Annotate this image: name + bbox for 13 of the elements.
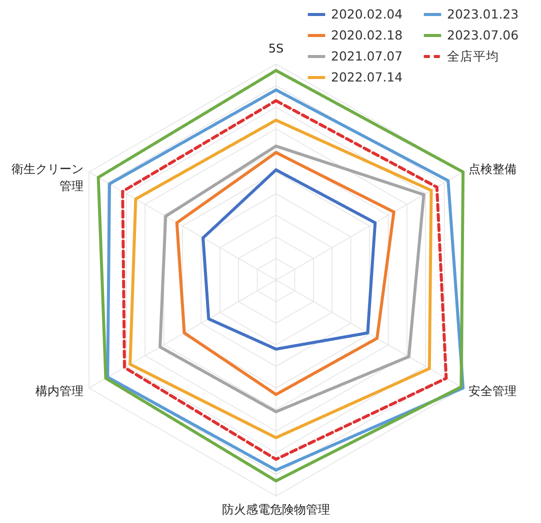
legend-label: 2023.01.23 [447, 6, 519, 22]
legend-label: 2023.07.06 [447, 28, 519, 42]
legend-label: 2020.02.18 [331, 28, 403, 42]
spoke-label: 構内管理 [35, 384, 84, 398]
legend-label: 全店平均 [447, 48, 499, 64]
spoke-label: 点検整備 [468, 162, 517, 176]
spoke-label: 衛生クリーン管理 [11, 162, 84, 193]
spoke-label: 5S [268, 41, 284, 56]
spoke-label: 防火感電危険物管理 [222, 502, 330, 517]
legend-label: 2022.07.14 [331, 70, 403, 84]
legend-label: 2021.07.07 [331, 48, 403, 64]
legend-label: 2020.02.04 [331, 6, 403, 22]
spoke-label: 安全管理 [468, 384, 517, 398]
